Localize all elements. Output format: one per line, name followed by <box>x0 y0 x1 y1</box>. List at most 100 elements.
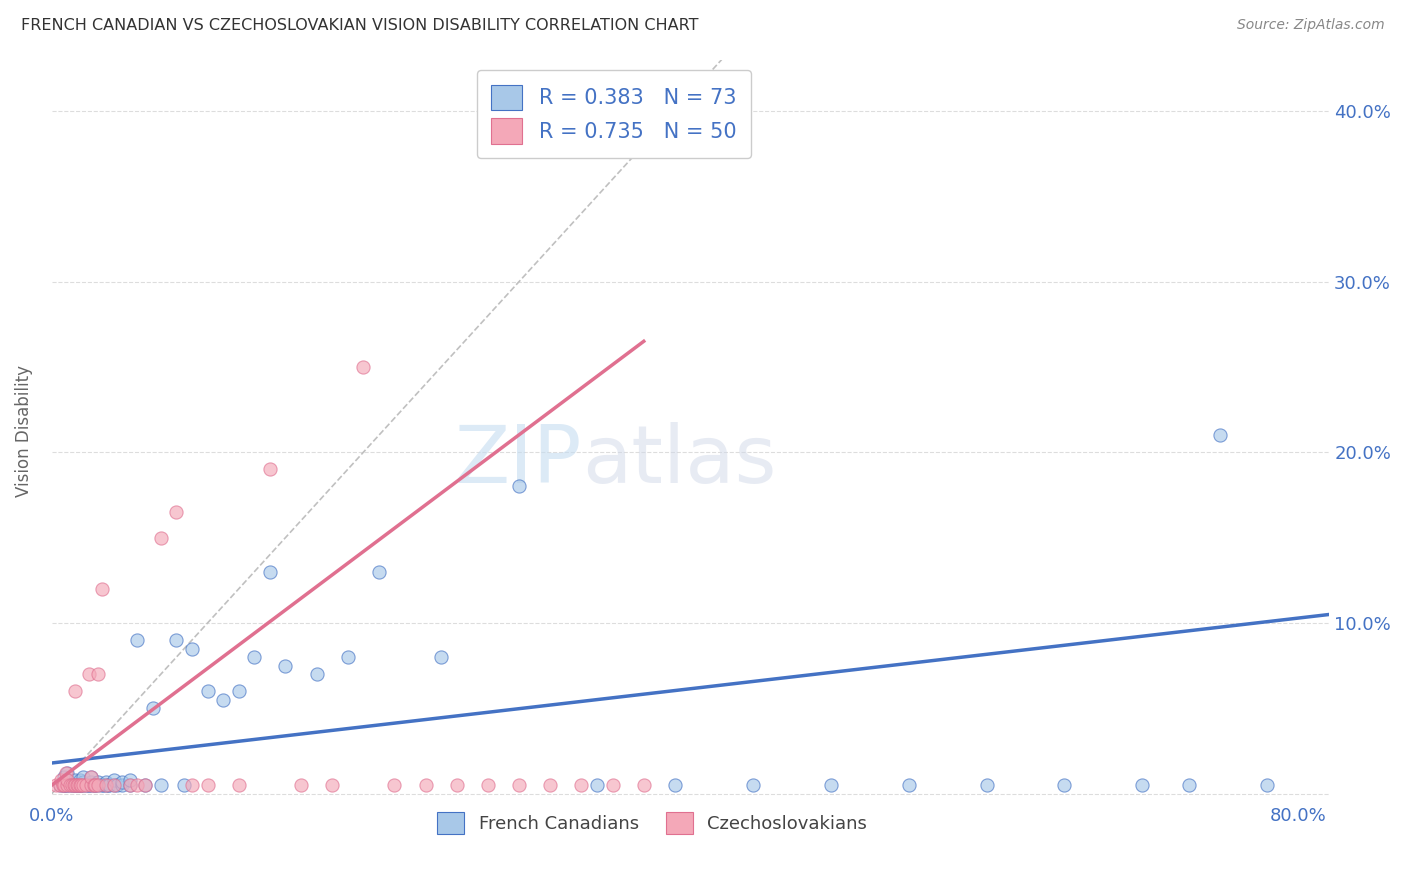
Point <box>228 778 250 792</box>
Point <box>97 778 120 792</box>
Point <box>98 778 121 792</box>
Point <box>741 778 763 792</box>
Point <box>72 778 94 792</box>
Point <box>602 778 624 792</box>
Point <box>103 778 125 792</box>
Point <box>127 778 149 792</box>
Point <box>67 778 90 792</box>
Point <box>197 778 219 792</box>
Point <box>430 650 453 665</box>
Point <box>274 658 297 673</box>
Point <box>84 778 107 792</box>
Point <box>62 778 84 792</box>
Point <box>181 778 204 792</box>
Point <box>56 778 79 792</box>
Point <box>70 778 93 792</box>
Point <box>976 778 998 792</box>
Point <box>259 462 281 476</box>
Point <box>197 684 219 698</box>
Point <box>72 774 94 789</box>
Point <box>83 778 105 792</box>
Point <box>118 773 141 788</box>
Point <box>63 778 86 792</box>
Point <box>69 778 91 792</box>
Point <box>477 778 499 792</box>
Point <box>134 778 156 792</box>
Point <box>63 773 86 788</box>
Point <box>111 774 134 789</box>
Point <box>259 565 281 579</box>
Point <box>60 778 83 792</box>
Point <box>60 778 83 792</box>
Point <box>118 778 141 792</box>
Point <box>63 684 86 698</box>
Point <box>80 770 103 784</box>
Point <box>52 778 75 792</box>
Point <box>1130 778 1153 792</box>
Point <box>69 778 91 792</box>
Point <box>1209 428 1232 442</box>
Point <box>336 650 359 665</box>
Point <box>90 582 112 596</box>
Point <box>664 778 686 792</box>
Point <box>368 565 391 579</box>
Point <box>1178 778 1201 792</box>
Point <box>52 778 75 792</box>
Point <box>181 641 204 656</box>
Point <box>127 633 149 648</box>
Point <box>96 778 118 792</box>
Point <box>149 778 172 792</box>
Point <box>103 773 125 788</box>
Text: FRENCH CANADIAN VS CZECHOSLOVAKIAN VISION DISABILITY CORRELATION CHART: FRENCH CANADIAN VS CZECHOSLOVAKIAN VISIO… <box>21 18 699 33</box>
Point <box>55 778 77 792</box>
Point <box>63 778 86 792</box>
Point <box>62 778 84 792</box>
Point <box>173 778 195 792</box>
Point <box>118 778 141 792</box>
Point <box>820 778 842 792</box>
Point <box>111 778 134 792</box>
Text: Source: ZipAtlas.com: Source: ZipAtlas.com <box>1237 18 1385 32</box>
Point <box>55 766 77 780</box>
Point <box>91 778 114 792</box>
Text: ZIP: ZIP <box>454 422 582 500</box>
Point <box>87 774 110 789</box>
Point <box>72 770 94 784</box>
Point <box>633 778 655 792</box>
Point <box>1053 778 1076 792</box>
Point <box>84 778 107 792</box>
Point <box>415 778 437 792</box>
Point <box>290 778 312 792</box>
Point <box>80 778 103 792</box>
Point <box>80 770 103 784</box>
Point <box>586 778 609 792</box>
Point <box>90 778 112 792</box>
Point <box>571 778 593 792</box>
Legend: French Canadians, Czechoslovakians: French Canadians, Czechoslovakians <box>426 802 879 846</box>
Point <box>305 667 328 681</box>
Point <box>149 531 172 545</box>
Point <box>66 778 89 792</box>
Point <box>53 778 76 792</box>
Point <box>67 778 90 792</box>
Point <box>69 773 91 788</box>
Point <box>83 778 105 792</box>
Point <box>59 778 82 792</box>
Point <box>87 778 110 792</box>
Point <box>1256 778 1278 792</box>
Point <box>508 778 530 792</box>
Point <box>80 774 103 789</box>
Point <box>87 667 110 681</box>
Point <box>77 778 100 792</box>
Point <box>49 773 72 788</box>
Point <box>134 778 156 792</box>
Point <box>75 778 97 792</box>
Point <box>105 778 128 792</box>
Point <box>53 778 76 792</box>
Point <box>352 359 374 374</box>
Point <box>103 778 125 792</box>
Point <box>96 774 118 789</box>
Point <box>508 479 530 493</box>
Point <box>384 778 406 792</box>
Point <box>538 778 561 792</box>
